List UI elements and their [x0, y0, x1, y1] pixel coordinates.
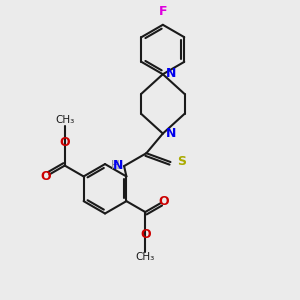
Text: CH₃: CH₃: [55, 115, 74, 125]
Text: O: O: [140, 228, 151, 241]
Text: H: H: [111, 159, 120, 172]
Text: F: F: [159, 5, 167, 18]
Text: N: N: [113, 159, 123, 172]
Text: N: N: [166, 127, 176, 140]
Text: N: N: [166, 67, 176, 80]
Text: O: O: [59, 136, 70, 149]
Text: O: O: [159, 195, 170, 208]
Text: O: O: [40, 170, 51, 183]
Text: S: S: [177, 154, 186, 167]
Text: CH₃: CH₃: [136, 253, 155, 262]
